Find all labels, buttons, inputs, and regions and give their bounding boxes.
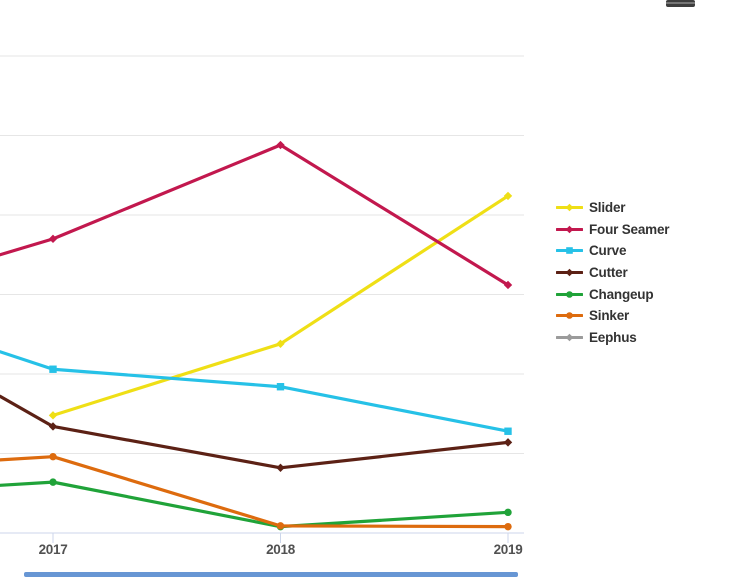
- legend-marker-icon: [556, 312, 583, 320]
- legend-marker-icon: [556, 203, 583, 212]
- legend-item-slider[interactable]: Slider: [556, 197, 669, 219]
- hamburger-menu-icon[interactable]: [666, 0, 695, 7]
- data-point-marker[interactable]: [504, 427, 512, 435]
- legend-item-changeup[interactable]: Changeup: [556, 283, 669, 305]
- series-line[interactable]: [51, 194, 510, 417]
- series-four-seamer: [0, 140, 513, 290]
- data-point-marker[interactable]: [49, 452, 57, 461]
- data-point-marker[interactable]: [503, 438, 513, 447]
- legend-item-cutter[interactable]: Cutter: [556, 262, 669, 284]
- data-point-marker[interactable]: [276, 463, 285, 473]
- x-axis-label-2019: 2019: [493, 542, 523, 557]
- data-point-marker[interactable]: [276, 339, 285, 348]
- data-point-marker[interactable]: [566, 312, 573, 320]
- data-point-marker[interactable]: [565, 203, 574, 212]
- data-point-marker[interactable]: [49, 365, 57, 373]
- series-sinker: [0, 452, 512, 531]
- data-point-marker[interactable]: [565, 333, 574, 342]
- series-line[interactable]: [0, 143, 510, 287]
- legend: Slider Four Seamer Curve Cutter Changeup Sink…: [556, 197, 670, 349]
- data-point-marker[interactable]: [48, 234, 58, 244]
- x-axis-label-2018: 2018: [266, 542, 295, 557]
- legend-item-label: Eephus: [589, 329, 637, 345]
- legend-marker-icon: [556, 225, 583, 234]
- legend-item-label: Sinker: [589, 308, 630, 324]
- data-point-marker[interactable]: [48, 411, 58, 420]
- series-line[interactable]: [0, 394, 510, 470]
- series-line[interactable]: [0, 350, 510, 433]
- legend-item-sinker[interactable]: Sinker: [556, 305, 669, 327]
- data-point-marker[interactable]: [276, 140, 285, 150]
- legend-marker-icon: [556, 290, 583, 298]
- series-curve: [0, 350, 512, 435]
- data-point-marker[interactable]: [503, 280, 513, 290]
- data-point-marker[interactable]: [276, 522, 285, 530]
- data-point-marker[interactable]: [49, 478, 57, 486]
- data-point-marker[interactable]: [48, 422, 58, 431]
- legend-marker-icon: [556, 333, 583, 342]
- legend-item-label: Curve: [589, 243, 627, 259]
- legend-item-label: Cutter: [589, 265, 628, 281]
- data-point-marker[interactable]: [566, 290, 573, 298]
- series-slider: [48, 191, 513, 420]
- legend-item-label: Slider: [589, 200, 626, 216]
- bottom-scrollbar[interactable]: [24, 572, 518, 577]
- legend-item-label: Changeup: [589, 286, 654, 302]
- series-line[interactable]: [0, 480, 510, 529]
- series-line[interactable]: [0, 455, 510, 529]
- legend-marker-icon: [556, 247, 583, 255]
- series-changeup: [0, 478, 512, 531]
- data-point-marker[interactable]: [504, 508, 512, 517]
- data-point-marker[interactable]: [566, 247, 573, 255]
- data-point-marker[interactable]: [503, 191, 513, 201]
- x-axis-label-2017: 2017: [38, 542, 68, 557]
- data-point-marker[interactable]: [504, 522, 512, 531]
- data-point-marker[interactable]: [565, 225, 574, 234]
- legend-marker-icon: [556, 268, 583, 277]
- legend-item-four-seamer[interactable]: Four Seamer: [556, 219, 670, 241]
- data-point-marker[interactable]: [276, 383, 285, 391]
- legend-item-curve[interactable]: Curve: [556, 240, 669, 262]
- legend-item-label: Four Seamer: [589, 221, 670, 237]
- data-point-marker[interactable]: [565, 268, 574, 277]
- legend-item-eephus[interactable]: Eephus: [556, 327, 669, 349]
- series-cutter: [0, 394, 513, 473]
